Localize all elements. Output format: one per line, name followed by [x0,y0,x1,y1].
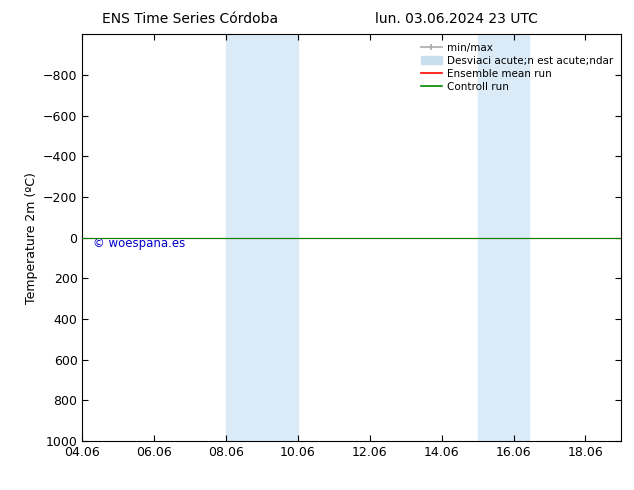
Text: ENS Time Series Córdoba: ENS Time Series Córdoba [102,12,278,26]
Text: © woespana.es: © woespana.es [93,237,186,250]
Bar [226,34,298,441]
Legend: min/max, Desviaci acute;n est acute;ndar, Ensemble mean run, Controll run: min/max, Desviaci acute;n est acute;ndar… [418,40,616,95]
Y-axis label: Temperature 2m (ºC): Temperature 2m (ºC) [25,172,37,304]
Bar [477,34,529,441]
Text: lun. 03.06.2024 23 UTC: lun. 03.06.2024 23 UTC [375,12,538,26]
